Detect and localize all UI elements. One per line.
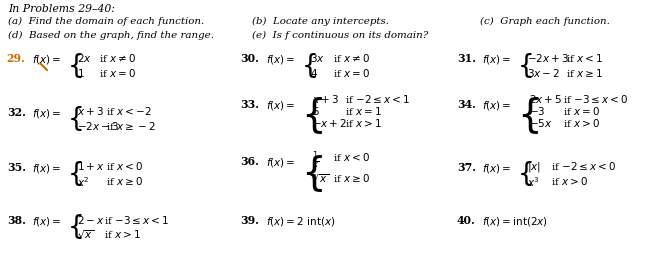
Text: (b)  Locate any intercepts.: (b) Locate any intercepts. xyxy=(252,17,389,26)
Text: $f(x) = \mathrm{int}(2x)$: $f(x) = \mathrm{int}(2x)$ xyxy=(482,215,548,228)
Text: $2x$: $2x$ xyxy=(77,52,91,64)
Text: if $x \geq -2$: if $x \geq -2$ xyxy=(106,120,156,132)
Text: 34.: 34. xyxy=(457,99,476,110)
Text: if $x = 0$: if $x = 0$ xyxy=(333,67,370,79)
Text: $-2x-3$: $-2x-3$ xyxy=(77,120,118,132)
Text: $3x-2$: $3x-2$ xyxy=(527,67,560,79)
Text: $x+3$: $x+3$ xyxy=(312,93,339,105)
Text: $f(x)=$: $f(x)=$ xyxy=(482,99,512,112)
Text: $5$: $5$ xyxy=(312,105,321,117)
Text: if $x \geq 0$: if $x \geq 0$ xyxy=(333,172,370,184)
Text: $\{$: $\{$ xyxy=(517,159,533,188)
Text: $f(x)=$: $f(x)=$ xyxy=(32,53,62,66)
Text: 39.: 39. xyxy=(241,215,259,226)
Text: if $x \neq 0$: if $x \neq 0$ xyxy=(333,52,370,64)
Text: if $x = 1$: if $x = 1$ xyxy=(345,105,382,117)
Text: $3x$: $3x$ xyxy=(310,52,325,64)
Text: 29.: 29. xyxy=(7,53,26,64)
Text: $f(x)=$: $f(x)=$ xyxy=(266,99,296,112)
Text: $f(x)=$: $f(x)=$ xyxy=(32,107,62,120)
Text: if $x \neq 0$: if $x \neq 0$ xyxy=(99,52,136,64)
Text: 40.: 40. xyxy=(457,215,476,226)
Text: $x^3$: $x^3$ xyxy=(527,175,540,189)
Text: if $x < 0$: if $x < 0$ xyxy=(106,160,143,172)
Text: $\{$: $\{$ xyxy=(301,95,323,136)
Text: In Problems 29–40:: In Problems 29–40: xyxy=(8,4,115,14)
Text: $f(x)=$: $f(x)=$ xyxy=(32,162,62,175)
Text: 33.: 33. xyxy=(241,99,259,110)
Text: $\{$: $\{$ xyxy=(67,212,83,241)
Text: if $-3 \leq x < 1$: if $-3 \leq x < 1$ xyxy=(104,214,169,226)
Text: 35.: 35. xyxy=(7,162,26,172)
Text: (e)  Is f continuous on its domain?: (e) Is f continuous on its domain? xyxy=(252,31,428,40)
Text: $\{$: $\{$ xyxy=(301,153,323,194)
Text: $\{$: $\{$ xyxy=(301,51,317,80)
Text: (a)  Find the domain of each function.: (a) Find the domain of each function. xyxy=(8,17,204,26)
Text: 38.: 38. xyxy=(7,215,26,226)
Text: if $x > 1$: if $x > 1$ xyxy=(345,117,382,129)
Text: $1$: $1$ xyxy=(77,67,84,79)
Text: $-3$: $-3$ xyxy=(529,105,545,117)
Text: if $-2 \leq x < 0$: if $-2 \leq x < 0$ xyxy=(551,160,616,172)
Text: if $x = 0$: if $x = 0$ xyxy=(99,67,136,79)
Text: $-2x+3$: $-2x+3$ xyxy=(527,52,569,64)
Text: $\{$: $\{$ xyxy=(517,95,540,136)
Text: $\{$: $\{$ xyxy=(67,51,83,80)
Text: $f(x)=$: $f(x)=$ xyxy=(32,215,62,228)
Text: $f(x)=$: $f(x)=$ xyxy=(266,53,296,66)
Text: if $x > 1$: if $x > 1$ xyxy=(104,228,141,240)
Text: $f(x)=$: $f(x)=$ xyxy=(482,53,512,66)
Text: $\frac{1}{x}$: $\frac{1}{x}$ xyxy=(312,151,320,171)
Text: 36.: 36. xyxy=(241,156,259,167)
Text: if $x \geq 1$: if $x \geq 1$ xyxy=(566,67,603,79)
Text: 32.: 32. xyxy=(7,107,26,118)
Text: if $-3 \leq x < 0$: if $-3 \leq x < 0$ xyxy=(563,93,628,105)
Text: if $x < 1$: if $x < 1$ xyxy=(566,52,603,64)
Text: $\{$: $\{$ xyxy=(67,104,83,133)
Text: $-x+2$: $-x+2$ xyxy=(312,117,347,129)
Text: $|x|$: $|x|$ xyxy=(527,160,541,174)
Text: $2x+5$: $2x+5$ xyxy=(529,93,562,105)
Text: if $x > 0$: if $x > 0$ xyxy=(563,117,600,129)
Text: if $-2 \leq x < 1$: if $-2 \leq x < 1$ xyxy=(345,93,410,105)
Text: 37.: 37. xyxy=(457,162,476,172)
Text: $f(x)=$: $f(x)=$ xyxy=(482,162,512,175)
Text: if $x = 0$: if $x = 0$ xyxy=(563,105,600,117)
Text: $f(x) = 2\ \mathrm{int}(x)$: $f(x) = 2\ \mathrm{int}(x)$ xyxy=(266,215,335,228)
Text: (d)  Based on the graph, find the range.: (d) Based on the graph, find the range. xyxy=(8,31,214,40)
Text: if $x < -2$: if $x < -2$ xyxy=(106,105,152,117)
Text: $\sqrt[3]{x}$: $\sqrt[3]{x}$ xyxy=(312,172,330,185)
Text: $\{$: $\{$ xyxy=(517,51,533,80)
Text: 30.: 30. xyxy=(241,53,259,64)
Text: 31.: 31. xyxy=(457,53,476,64)
Text: (c)  Graph each function.: (c) Graph each function. xyxy=(480,17,610,26)
Text: $-5x$: $-5x$ xyxy=(529,117,552,129)
Text: $f(x)=$: $f(x)=$ xyxy=(266,156,296,169)
Text: $\sqrt{x}$: $\sqrt{x}$ xyxy=(77,228,94,241)
Text: $2-x$: $2-x$ xyxy=(77,214,104,226)
Text: $x+3$: $x+3$ xyxy=(77,105,103,117)
Text: if $x > 0$: if $x > 0$ xyxy=(551,175,588,187)
Text: $\{$: $\{$ xyxy=(67,159,83,188)
Text: $4$: $4$ xyxy=(310,67,319,79)
Text: if $x \geq 0$: if $x \geq 0$ xyxy=(106,175,143,187)
Text: $x^2$: $x^2$ xyxy=(77,175,89,189)
Text: $1+x$: $1+x$ xyxy=(77,160,104,172)
Text: if $x < 0$: if $x < 0$ xyxy=(333,151,370,163)
